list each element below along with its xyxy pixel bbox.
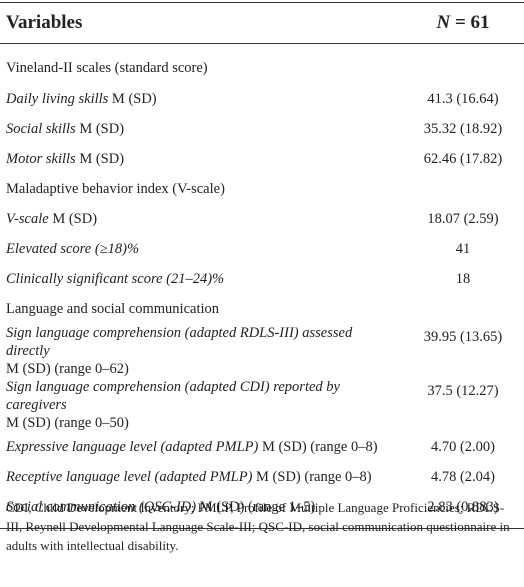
row-value: 4.70 (2.00)	[430, 439, 496, 455]
label-italic: Motor skills	[6, 151, 76, 167]
table-row: Social skills M (SD) 35.32 (18.92)	[0, 114, 524, 144]
label-text: Language and social communication	[6, 301, 219, 317]
row-value: 41	[455, 241, 471, 257]
row-value: 35.32 (18.92)	[423, 121, 503, 137]
table-row: Clinically significant score (21–24)% 18	[0, 264, 524, 294]
row-label: Expressive language level (adapted PMLP)…	[0, 432, 402, 462]
row-label: Vineland-II scales (standard score)	[0, 44, 524, 85]
header-row: Variables N = 61	[0, 2, 524, 44]
row-value: 18	[455, 271, 471, 287]
header-variables: Variables	[0, 2, 402, 44]
table-row: Motor skills M (SD) 62.46 (17.82)	[0, 144, 524, 174]
table-row: Sign language comprehension (adapted CDI…	[0, 378, 524, 432]
label-italic: V-scale	[6, 211, 49, 227]
row-label: Clinically significant score (21–24)%	[0, 264, 402, 294]
row-label: Social communication (QSC-ID) M (SD) (ra…	[0, 492, 402, 529]
label-text: Vineland-II scales (standard score)	[6, 60, 208, 76]
label-italic: Social skills	[6, 121, 76, 137]
row-label: Elevated score (≥18)%	[0, 234, 402, 264]
footnote: CDI, Child Development Inventory; PMLP, …	[6, 500, 510, 553]
row-value: 41.3 (16.64)	[427, 91, 499, 107]
table-row: Social communication (QSC-ID) M (SD) (ra…	[0, 492, 524, 529]
row-value: 4.78 (2.04)	[430, 469, 496, 485]
row-value: 62.46 (17.82)	[423, 151, 503, 167]
label-text: M (SD) (range 0–8)	[261, 439, 378, 455]
header-n: N = 61	[402, 2, 524, 44]
table-row: Receptive language level (adapted PMLP) …	[0, 462, 524, 492]
label-italic: Receptive language level (adapted PMLP)	[6, 469, 253, 485]
row-value: 39.95 (13.65)	[423, 329, 503, 345]
table-row: Vineland-II scales (standard score)	[0, 44, 524, 85]
label-text: M (SD)	[79, 151, 125, 167]
row-label: Sign language comprehension (adapted RDL…	[0, 324, 402, 378]
label-text: M (SD)	[52, 211, 98, 227]
label-text: M (SD) (range 0–50)	[6, 415, 129, 431]
table-row: Elevated score (≥18)% 41	[0, 234, 524, 264]
label-italic: Expressive language level (adapted PMLP)	[6, 439, 259, 455]
row-label: V-scale M (SD)	[0, 204, 402, 234]
row-label: Daily living skills M (SD)	[0, 84, 402, 114]
row-label: Sign language comprehension (adapted CDI…	[0, 378, 402, 432]
table-row: Daily living skills M (SD) 41.3 (16.64)	[0, 84, 524, 114]
table-row: Language and social communication	[0, 294, 524, 324]
table-row: Sign language comprehension (adapted RDL…	[0, 324, 524, 378]
table-row: Maladaptive behavior index (V-scale)	[0, 174, 524, 204]
row-label: Language and social communication	[0, 294, 524, 324]
data-table: Variables N = 61 Vineland-II scales (sta…	[0, 2, 524, 529]
label-italic: Clinically significant score (21–24)%	[6, 271, 225, 287]
label-italic: Social communication (QSC-ID)	[6, 499, 197, 515]
label-text: M (SD)	[111, 91, 157, 107]
row-label: Social skills M (SD)	[0, 114, 402, 144]
label-italic: Daily living skills	[6, 91, 109, 107]
row-label: Receptive language level (adapted PMLP) …	[0, 462, 402, 492]
row-label: Maladaptive behavior index (V-scale)	[0, 174, 524, 204]
label-italic: Sign language comprehension (adapted RDL…	[6, 325, 353, 359]
label-italic: Elevated score (≥18)%	[6, 241, 140, 257]
table-body: Vineland-II scales (standard score) Daily…	[0, 44, 524, 529]
table-row: Expressive language level (adapted PMLP)…	[0, 432, 524, 462]
label-text: Maladaptive behavior index (V-scale)	[6, 181, 225, 197]
label-text: M (SD) (range 0–8)	[256, 469, 372, 485]
row-value: 37.5 (12.27)	[427, 383, 499, 399]
label-text: M (SD)	[79, 121, 125, 137]
n-symbol: N	[436, 12, 451, 33]
row-value: 2.83 (0.883)	[402, 492, 524, 529]
n-value: = 61	[454, 12, 490, 33]
row-value: 18.07 (2.59)	[427, 211, 499, 227]
row-label: Motor skills M (SD)	[0, 144, 402, 174]
table-row: V-scale M (SD) 18.07 (2.59)	[0, 204, 524, 234]
label-italic: Sign language comprehension (adapted CDI…	[6, 379, 340, 413]
label-text: M (SD) (range 0–62)	[6, 361, 129, 377]
label-text: M (SD) (range 1–5)	[199, 499, 316, 515]
